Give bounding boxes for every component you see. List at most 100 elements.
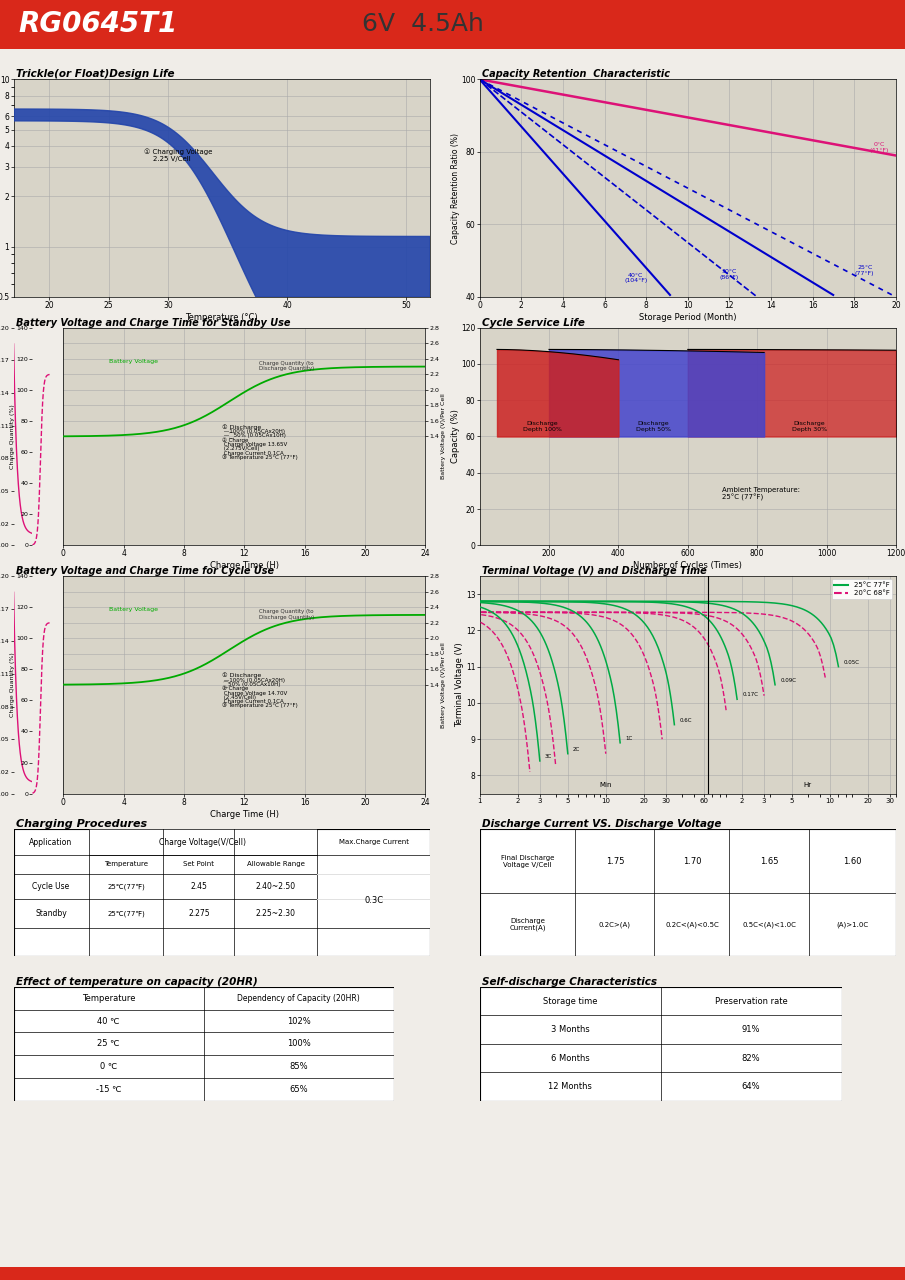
Bar (318, 855, 430, 928)
Text: Standby: Standby (35, 909, 67, 918)
Text: 1.70: 1.70 (682, 856, 701, 865)
Text: (A)>1.0C: (A)>1.0C (836, 922, 868, 928)
Text: —100% (0.05CAx20H): —100% (0.05CAx20H) (222, 429, 285, 434)
Text: 25 ℃: 25 ℃ (98, 1039, 119, 1048)
Text: Cycle Use: Cycle Use (33, 882, 70, 891)
Text: Application: Application (30, 837, 72, 846)
Text: RG0645T1: RG0645T1 (18, 10, 177, 38)
Text: Discharge
Depth 50%: Discharge Depth 50% (635, 421, 671, 433)
Text: Battery Voltage: Battery Voltage (109, 607, 157, 612)
Text: Final Discharge
Voltage V/Cell: Final Discharge Voltage V/Cell (500, 855, 554, 868)
Text: Storage time: Storage time (543, 997, 597, 1006)
Text: Temperature: Temperature (104, 861, 148, 868)
Y-axis label: Battery Voltage (V)/Per Cell: Battery Voltage (V)/Per Cell (441, 643, 446, 727)
Text: Max.Charge Current: Max.Charge Current (338, 840, 409, 845)
Y-axis label: Battery Voltage (V)/Per Cell: Battery Voltage (V)/Per Cell (441, 394, 446, 479)
Text: ① Discharge: ① Discharge (222, 424, 261, 430)
Text: Charge Current 0.1CA: Charge Current 0.1CA (222, 699, 283, 704)
X-axis label: Charge Time (H): Charge Time (H) (210, 809, 279, 818)
Text: 1.65: 1.65 (759, 856, 778, 865)
Text: Hr: Hr (804, 782, 812, 788)
Y-axis label: Capacity (%): Capacity (%) (451, 410, 460, 463)
Text: 91%: 91% (742, 1025, 760, 1034)
Text: ② Charge: ② Charge (222, 438, 248, 443)
Text: 6V  4.5Ah: 6V 4.5Ah (362, 13, 484, 36)
Text: Discharge
Depth 30%: Discharge Depth 30% (792, 421, 827, 433)
Text: ① Charging Voltage
    2.25 V/Cell: ① Charging Voltage 2.25 V/Cell (145, 148, 213, 163)
Text: (2.275V/Cell): (2.275V/Cell) (222, 447, 259, 452)
Text: Ambient Temperature:
25°C (77°F): Ambient Temperature: 25°C (77°F) (722, 488, 801, 502)
Text: 0.2C>(A): 0.2C>(A) (599, 922, 631, 928)
Text: Dependency of Capacity (20HR): Dependency of Capacity (20HR) (237, 993, 360, 1002)
Text: ① Discharge: ① Discharge (222, 672, 261, 678)
Legend: 25°C 77°F, 20°C 68°F: 25°C 77°F, 20°C 68°F (832, 580, 892, 599)
Text: 0.6C: 0.6C (680, 718, 692, 723)
Text: 2.40~2.50: 2.40~2.50 (256, 882, 296, 891)
Text: Battery Voltage: Battery Voltage (109, 358, 157, 364)
Text: 0.5C<(A)<1.0C: 0.5C<(A)<1.0C (742, 922, 795, 928)
Text: 1.60: 1.60 (843, 856, 862, 865)
Text: 2.45: 2.45 (190, 882, 207, 891)
Y-axis label: Capacity Retention Ratio (%): Capacity Retention Ratio (%) (451, 133, 460, 243)
Text: 0°C
(41°F): 0°C (41°F) (870, 142, 889, 152)
Text: Charge Quantity (to
Discharge Quantity): Charge Quantity (to Discharge Quantity) (260, 609, 315, 620)
Text: Charge Voltage(V/Cell): Charge Voltage(V/Cell) (159, 837, 246, 846)
Text: Cycle Service Life: Cycle Service Life (481, 317, 585, 328)
Text: -15 ℃: -15 ℃ (96, 1085, 121, 1094)
Text: 1.75: 1.75 (605, 856, 624, 865)
Text: 30°C
(86°F): 30°C (86°F) (719, 269, 739, 280)
Text: 2.275: 2.275 (188, 909, 210, 918)
Text: 25℃(77℉): 25℃(77℉) (107, 910, 145, 916)
Text: Terminal Voltage (V) and Discharge Time: Terminal Voltage (V) and Discharge Time (481, 566, 707, 576)
Text: 0.05C: 0.05C (843, 660, 860, 664)
Bar (89, 829, 318, 855)
Text: ③ Temperature 25°C (77°F): ③ Temperature 25°C (77°F) (222, 703, 298, 708)
Text: 40°C
(104°F): 40°C (104°F) (624, 273, 647, 283)
Text: Charge Current 0.1CA: Charge Current 0.1CA (222, 451, 283, 456)
Text: Battery Voltage and Charge Time for Standby Use: Battery Voltage and Charge Time for Stan… (15, 317, 291, 328)
Text: 0.2C<(A)<0.5C: 0.2C<(A)<0.5C (665, 922, 719, 928)
Text: Battery Voltage and Charge Time for Cycle Use: Battery Voltage and Charge Time for Cycl… (15, 566, 274, 576)
Text: ② Charge: ② Charge (222, 686, 248, 691)
Text: —⁐50% (0.05CAx10H): —⁐50% (0.05CAx10H) (222, 433, 286, 439)
Text: Set Point: Set Point (184, 861, 214, 868)
Text: 2C: 2C (573, 748, 580, 751)
Text: Temperature: Temperature (81, 993, 136, 1002)
Text: 82%: 82% (742, 1053, 760, 1062)
Text: 25°C
(77°F): 25°C (77°F) (855, 265, 874, 276)
Text: 65%: 65% (290, 1085, 308, 1094)
Text: Charge Quantity (to
Discharge Quantity): Charge Quantity (to Discharge Quantity) (260, 361, 315, 371)
Text: Charging Procedures: Charging Procedures (15, 819, 147, 829)
Text: Allowable Range: Allowable Range (247, 861, 305, 868)
Y-axis label: Charge Quantity (%): Charge Quantity (%) (10, 404, 15, 468)
Text: 0.17C: 0.17C (742, 692, 758, 698)
Text: 0 ℃: 0 ℃ (100, 1062, 118, 1071)
Y-axis label: Terminal Voltage (V): Terminal Voltage (V) (455, 643, 464, 727)
X-axis label: Temperature (°C): Temperature (°C) (186, 312, 258, 321)
Text: 6 Months: 6 Months (551, 1053, 589, 1062)
Text: Charge Voltage 13.65V: Charge Voltage 13.65V (222, 442, 287, 447)
Text: Capacity Retention  Characteristic: Capacity Retention Characteristic (481, 69, 670, 79)
Text: 40 ℃: 40 ℃ (98, 1016, 119, 1025)
Text: 12 Months: 12 Months (548, 1082, 592, 1091)
Text: Trickle(or Float)Design Life: Trickle(or Float)Design Life (15, 69, 174, 79)
Text: Preservation rate: Preservation rate (715, 997, 787, 1006)
Text: 3C: 3C (545, 754, 552, 759)
Text: 85%: 85% (290, 1062, 308, 1071)
Text: 1C: 1C (625, 736, 633, 741)
Text: Charge Voltage 14.70V: Charge Voltage 14.70V (222, 690, 287, 695)
Text: 0.3C: 0.3C (364, 896, 383, 905)
Text: 2.25~2.30: 2.25~2.30 (256, 909, 296, 918)
Text: 0.09C: 0.09C (780, 678, 796, 684)
Y-axis label: Charge Quantity (%): Charge Quantity (%) (10, 653, 15, 717)
Text: Effect of temperature on capacity (20HR): Effect of temperature on capacity (20HR) (15, 977, 257, 987)
Text: ③ Temperature 25°C (77°F): ③ Temperature 25°C (77°F) (222, 454, 298, 460)
Text: 3 Months: 3 Months (551, 1025, 589, 1034)
X-axis label: Storage Period (Month): Storage Period (Month) (639, 312, 737, 321)
Text: (2.45V/Cell): (2.45V/Cell) (222, 695, 256, 700)
Text: —100% (0.05CAx20H): —100% (0.05CAx20H) (222, 677, 285, 682)
Text: 64%: 64% (742, 1082, 760, 1091)
Text: Min: Min (599, 782, 612, 788)
X-axis label: Charge Time (H): Charge Time (H) (210, 561, 279, 570)
Text: Discharge
Depth 100%: Discharge Depth 100% (523, 421, 561, 433)
